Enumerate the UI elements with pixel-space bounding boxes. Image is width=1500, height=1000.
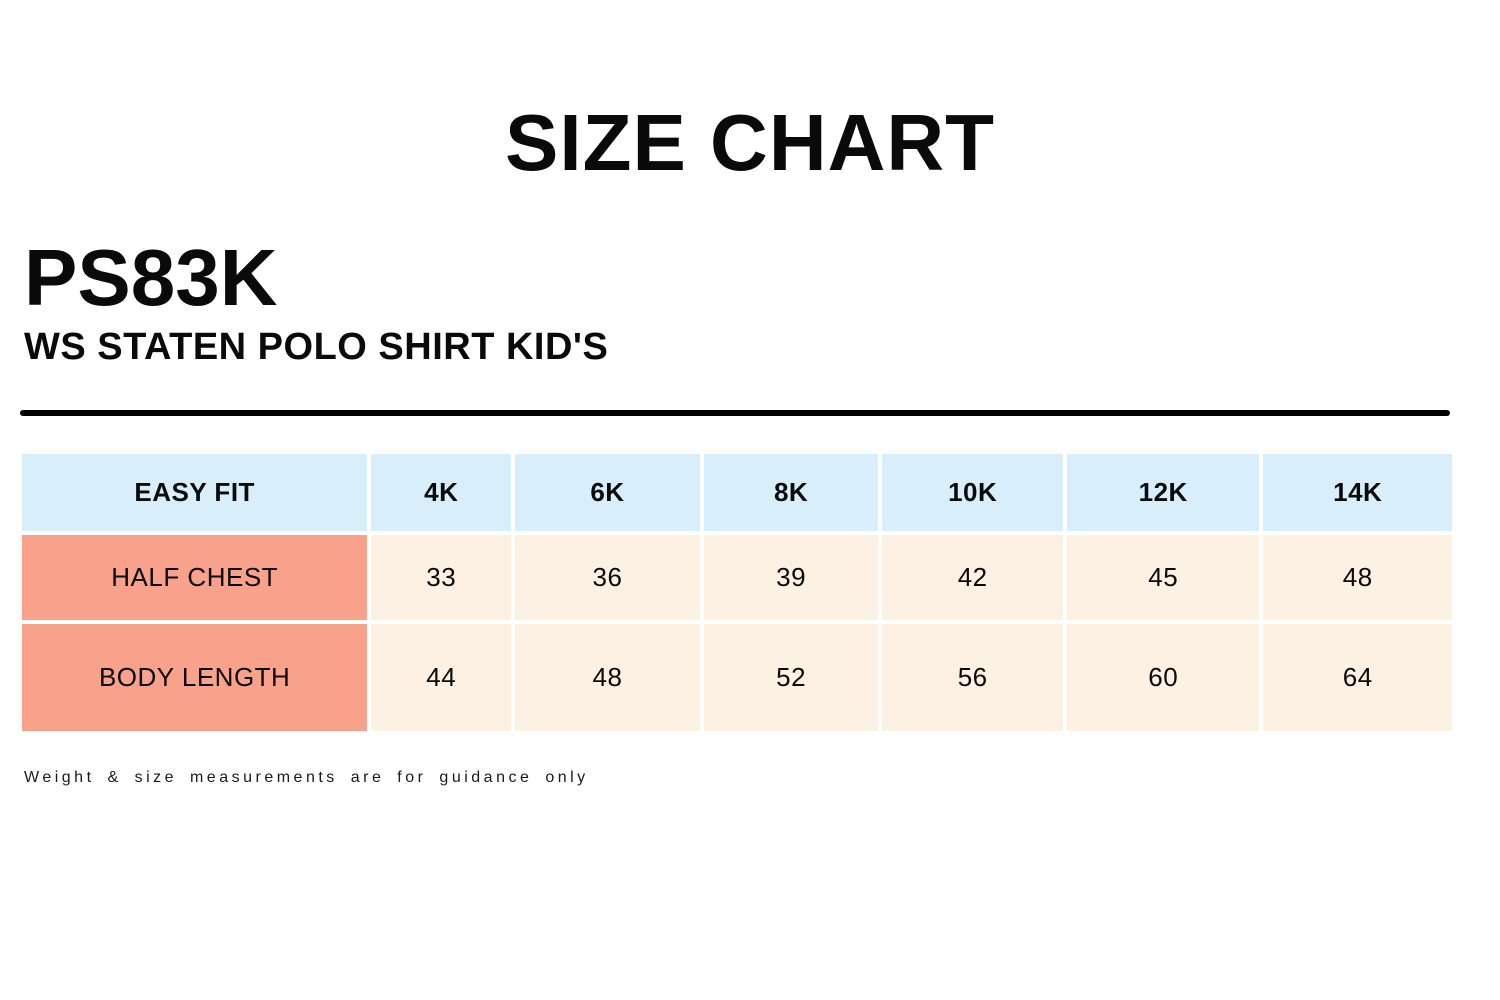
size-table: EASY FIT 4K 6K 8K 10K 12K 14K HALF CHEST… — [22, 454, 1452, 731]
product-name: WS STATEN POLO SHIRT KID'S — [24, 326, 609, 368]
size-value-cell: 44 — [371, 624, 512, 731]
size-value-cell: 60 — [1066, 624, 1260, 731]
measurement-label-cell: HALF CHEST — [22, 535, 368, 620]
size-value-cell: 56 — [882, 624, 1063, 731]
divider-rule — [20, 410, 1450, 416]
measurement-label-cell: BODY LENGTH — [22, 624, 368, 731]
size-column-header: 12K — [1066, 454, 1260, 531]
size-value-cell: 36 — [515, 535, 700, 620]
size-value-cell: 45 — [1066, 535, 1260, 620]
size-value-cell: 52 — [703, 624, 879, 731]
size-value-cell: 48 — [515, 624, 700, 731]
guidance-footnote: Weight & size measurements are for guida… — [24, 769, 589, 786]
size-value-cell: 42 — [882, 535, 1063, 620]
size-value-cell: 33 — [371, 535, 512, 620]
size-value-cell: 39 — [703, 535, 879, 620]
page-title: SIZE CHART — [505, 98, 995, 187]
size-column-header: 10K — [882, 454, 1063, 531]
size-column-header: 6K — [515, 454, 700, 531]
product-code: PS83K — [24, 233, 278, 322]
size-column-header: 14K — [1263, 454, 1452, 531]
size-column-header: 8K — [703, 454, 879, 531]
fit-type-header-cell: EASY FIT — [22, 454, 368, 531]
size-column-header: 4K — [371, 454, 512, 531]
size-value-cell: 64 — [1263, 624, 1452, 731]
size-value-cell: 48 — [1263, 535, 1452, 620]
